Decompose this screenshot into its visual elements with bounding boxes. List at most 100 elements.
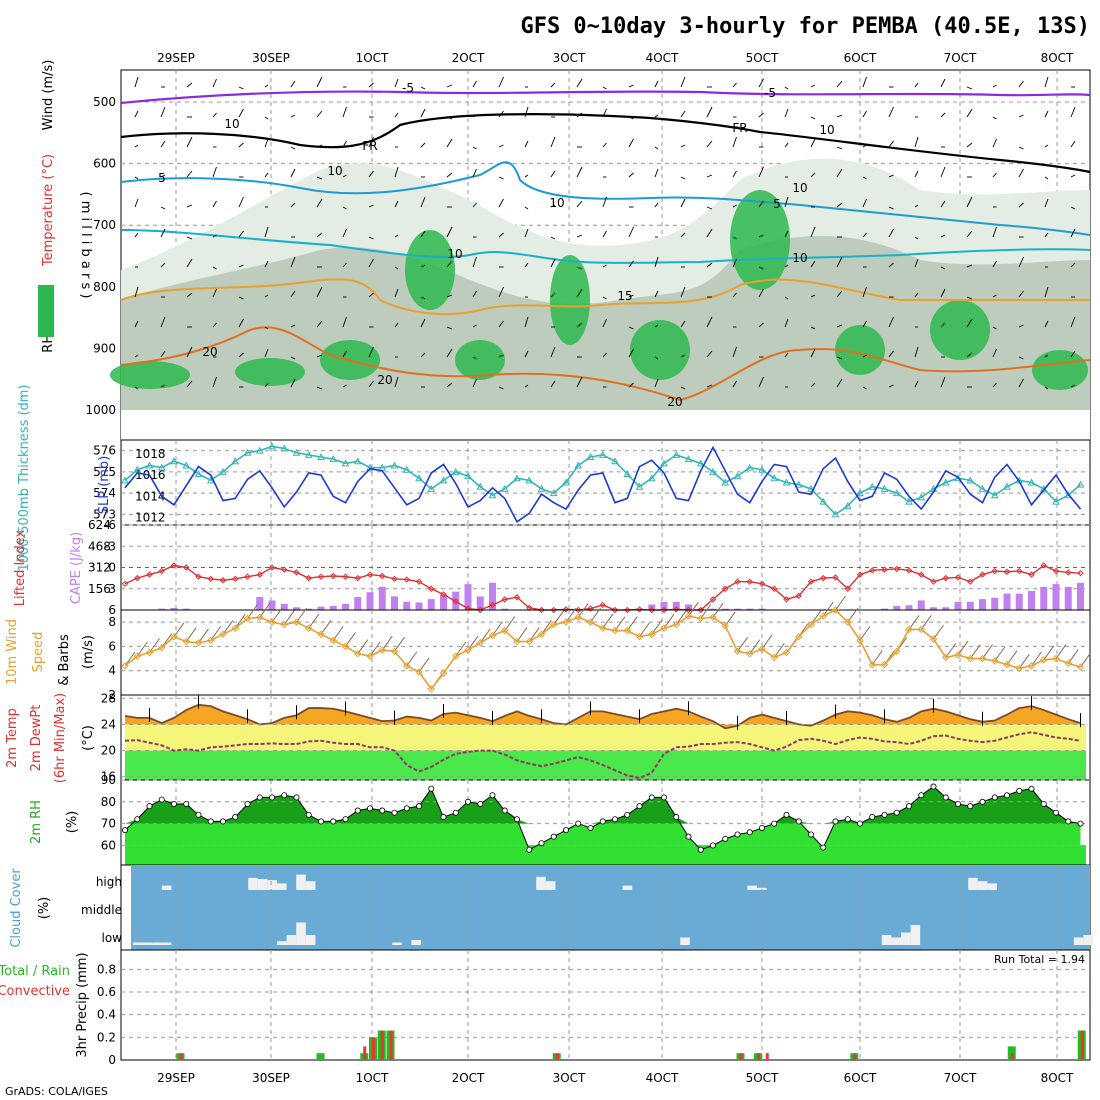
contour-10 bbox=[120, 229, 1091, 264]
rh-marker bbox=[219, 818, 226, 825]
li-marker bbox=[513, 594, 521, 601]
data-point-marker bbox=[464, 646, 472, 654]
precip-conv-bar bbox=[555, 1053, 559, 1060]
wind-barb bbox=[316, 198, 323, 208]
li-marker bbox=[954, 574, 962, 581]
wind-barb bbox=[394, 78, 399, 88]
y-tick-left: 0 bbox=[108, 561, 116, 575]
wind-barb bbox=[420, 230, 426, 238]
wind-barb bbox=[134, 198, 139, 208]
data-point-marker bbox=[170, 457, 178, 465]
wind-barb bbox=[550, 204, 556, 208]
data-point-marker bbox=[623, 469, 632, 477]
wind-barb bbox=[758, 266, 764, 270]
wind-barb bbox=[446, 260, 453, 268]
data-point-marker bbox=[819, 497, 828, 505]
y-tick-label: 900 bbox=[93, 341, 116, 355]
cape-bar bbox=[746, 608, 754, 610]
contour-freezing bbox=[120, 113, 1091, 174]
data-point-marker bbox=[231, 624, 239, 632]
wind-barb bbox=[982, 644, 993, 659]
wind-barb bbox=[342, 228, 347, 238]
wind-barb bbox=[316, 176, 323, 180]
li-marker bbox=[146, 571, 153, 578]
wind-barb bbox=[654, 356, 659, 360]
precip-conv-bar bbox=[1080, 1030, 1084, 1060]
rh-marker bbox=[673, 814, 680, 821]
data-point-marker bbox=[1040, 656, 1048, 664]
wind-barb bbox=[1018, 378, 1024, 388]
data-point-marker bbox=[856, 636, 864, 645]
cloud-bar-high bbox=[257, 879, 268, 890]
x-tick-label-top: 8OCT bbox=[1041, 51, 1074, 65]
y-tick-label: 700 bbox=[93, 218, 116, 232]
y-label-unit: (°C) bbox=[81, 725, 96, 751]
li-marker bbox=[783, 596, 790, 603]
wind-barb bbox=[553, 610, 565, 625]
wind-barb bbox=[914, 170, 919, 178]
wind-barb bbox=[498, 354, 504, 358]
panel-precip-frame bbox=[120, 949, 1091, 1061]
cape-bar bbox=[1015, 593, 1023, 610]
cape-bar bbox=[734, 608, 741, 610]
rh-marker bbox=[869, 814, 876, 821]
data-point-marker bbox=[1027, 662, 1036, 670]
wind-barb bbox=[368, 346, 374, 358]
contour-label: 20 bbox=[202, 345, 217, 359]
cloud-bar-high bbox=[747, 885, 757, 890]
li-marker bbox=[452, 598, 459, 605]
data-point-marker bbox=[929, 635, 938, 643]
li-marker bbox=[611, 606, 619, 614]
data-point-marker bbox=[1003, 482, 1011, 490]
wind-barb bbox=[836, 168, 843, 178]
contour-label: 10 bbox=[819, 123, 834, 137]
data-point-marker bbox=[305, 624, 313, 632]
data-point-marker bbox=[353, 457, 362, 465]
wind-barb bbox=[940, 78, 946, 88]
li-marker bbox=[342, 573, 349, 580]
wind-barb bbox=[992, 116, 997, 120]
data-point-marker bbox=[635, 633, 644, 641]
wind-barb bbox=[394, 234, 399, 238]
wind-barb bbox=[264, 226, 269, 238]
x-tick-label-top: 2OCT bbox=[452, 51, 485, 65]
cloud-bar-high bbox=[545, 881, 556, 890]
data-point-marker bbox=[892, 489, 901, 497]
wind-barb bbox=[1067, 649, 1079, 664]
rh-marker bbox=[942, 794, 949, 801]
wind-barb bbox=[940, 200, 946, 208]
wind-barb bbox=[628, 172, 634, 178]
wind-barb bbox=[238, 318, 244, 328]
wind-barb bbox=[342, 350, 347, 358]
wind-barb bbox=[654, 290, 659, 298]
wind-barb bbox=[420, 264, 426, 268]
y-label-2m-rh: 2m RH bbox=[29, 800, 44, 844]
data-point-marker bbox=[942, 653, 950, 662]
cape-bar bbox=[256, 597, 264, 610]
wind-barb bbox=[1070, 206, 1076, 210]
wind-barb bbox=[394, 636, 405, 652]
rh-marker bbox=[795, 818, 802, 825]
data-point-marker bbox=[978, 484, 987, 492]
rh-marker bbox=[489, 792, 496, 799]
data-point-marker bbox=[831, 606, 840, 614]
wind-barb bbox=[259, 602, 271, 618]
wind-barb bbox=[394, 376, 399, 388]
rh-high-shading bbox=[110, 361, 190, 389]
wind-barb bbox=[654, 202, 659, 208]
dewpt-line bbox=[124, 731, 1081, 780]
wind-barb bbox=[160, 384, 166, 388]
wind-barb bbox=[784, 86, 789, 90]
cape-bar bbox=[158, 608, 166, 610]
data-point-marker bbox=[1003, 660, 1011, 669]
y-tick-left: 575 bbox=[93, 465, 116, 479]
data-point-marker bbox=[611, 457, 619, 465]
wind-barb bbox=[680, 386, 686, 390]
x-tick-label-bottom: 4OCT bbox=[646, 1071, 679, 1085]
rh-base-band bbox=[125, 845, 1086, 865]
wind-barb bbox=[706, 174, 713, 178]
data-point-marker bbox=[966, 654, 974, 663]
wind-barb bbox=[446, 138, 453, 148]
li-marker bbox=[771, 585, 778, 592]
data-point-marker bbox=[488, 631, 497, 640]
